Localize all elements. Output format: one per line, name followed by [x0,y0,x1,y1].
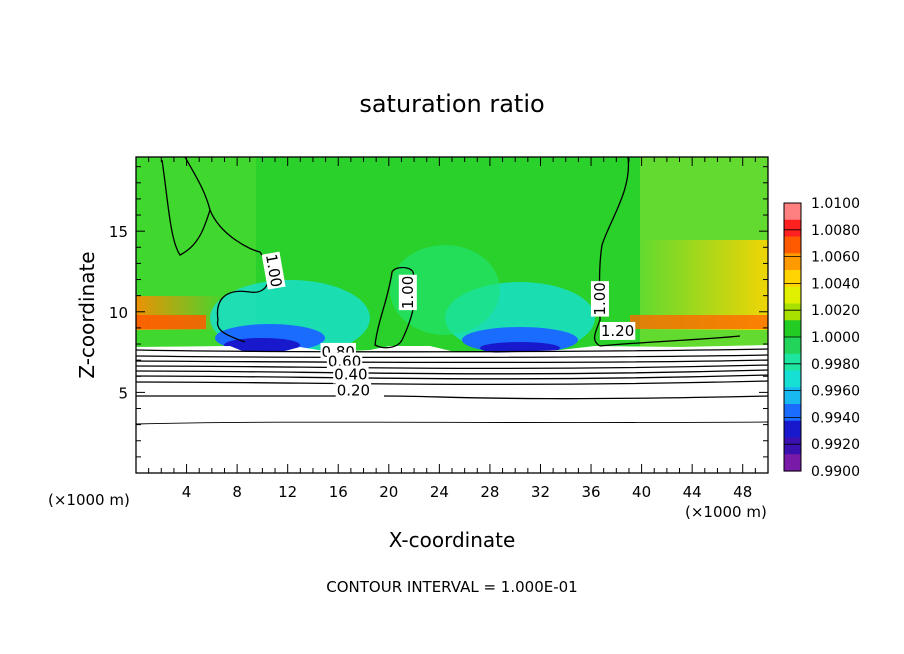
colorbar-band [784,454,801,472]
colorbar-tick-label: 0.9940 [811,410,860,426]
y-tick-label: 5 [118,384,128,402]
x-tick-label: 32 [531,483,550,501]
x-tick-label: 12 [278,483,297,501]
colorbar-band [784,286,801,305]
contour-lines [136,157,768,425]
colorbar-tick-label: 1.0020 [811,303,860,319]
contour-label-bg [333,365,369,384]
colorbar-tick-label: 0.9980 [811,357,860,373]
colorbar-band [784,320,801,338]
contour-label-bg [261,251,286,290]
contour-label: 0.40 [334,365,367,383]
x-tick-label: 16 [329,483,348,501]
x-tick-label: 40 [632,483,651,501]
x-tick-label: 20 [379,483,398,501]
x-tick-label: 36 [581,483,600,501]
colorbar-tick-label: 1.0000 [811,330,860,346]
contour-label: 1.00 [591,282,609,315]
y-tick-label: 10 [109,304,128,322]
colorbar-tick-label: 1.0080 [811,223,860,239]
x-unit-right: (×1000 m) [685,503,767,521]
colorbar-tick-label: 0.9960 [811,384,860,400]
x-tick-label: 24 [430,483,449,501]
contour-labels: 1.001.00 1.001.200.800.600.400.20 [261,251,636,400]
colorbar-tick-label: 1.0100 [811,196,860,212]
colorbar-band [784,337,801,355]
x-tick-label: 8 [232,483,242,501]
colorbar: 1.0100 1.0080 1.0060 1.0040 1.0020 1.0000 0.99… [783,196,860,480]
colorbar-band [784,404,801,422]
x-tick-label: 4 [182,483,192,501]
colorbar-band [784,270,801,288]
colorbar-band [784,219,801,238]
colorbar-band [784,236,801,254]
contour-label: 1.00 [399,276,417,309]
plot-area [136,157,768,473]
x-tick-label: 48 [733,483,752,501]
colorbar-band [784,353,801,372]
colorbar-tick-label: 1.0060 [811,250,860,266]
x-tick-label: 44 [683,483,702,501]
y-axis-label: Z-coordinate [75,251,99,378]
chart-title: saturation ratio [359,90,544,118]
x-unit-left: (×1000 m) [48,491,130,509]
colorbar-tick-label: 0.9900 [811,464,860,480]
x-tick-label: 28 [480,483,499,501]
contour-label-bg [335,381,372,400]
y-axis: 5 10 15 [109,166,768,458]
colorbar-band [784,253,801,271]
colorbar-band [784,387,801,405]
contour-label: 1.00 [262,253,286,289]
contour-interval-footer: CONTOUR INTERVAL = 1.000E-01 [326,578,577,596]
contour-label: 0.20 [337,382,370,400]
colorbar-band [784,420,801,439]
x-axis: 4 8 12 16 20 24 28 32 36 40 44 48 [148,157,756,501]
contour-label-bg [398,274,417,311]
x-axis-label: X-coordinate [389,528,516,552]
contour-label: 1.20 [601,322,634,340]
colorbar-band [784,370,801,388]
field-white-region [136,345,768,473]
contour-label-bg [590,281,609,317]
colorbar-band [784,303,801,321]
colorbar-tick-label: 0.9920 [811,437,860,453]
contour-label-bg [599,321,636,340]
colorbar-band [784,203,801,221]
y-tick-label: 15 [109,223,128,241]
colorbar-tick-label: 1.0040 [811,276,860,292]
colorbar-band [784,437,801,455]
